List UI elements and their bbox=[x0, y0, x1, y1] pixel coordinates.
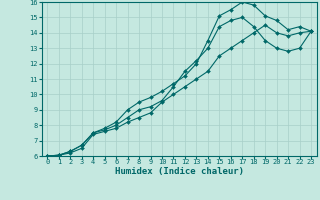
X-axis label: Humidex (Indice chaleur): Humidex (Indice chaleur) bbox=[115, 167, 244, 176]
